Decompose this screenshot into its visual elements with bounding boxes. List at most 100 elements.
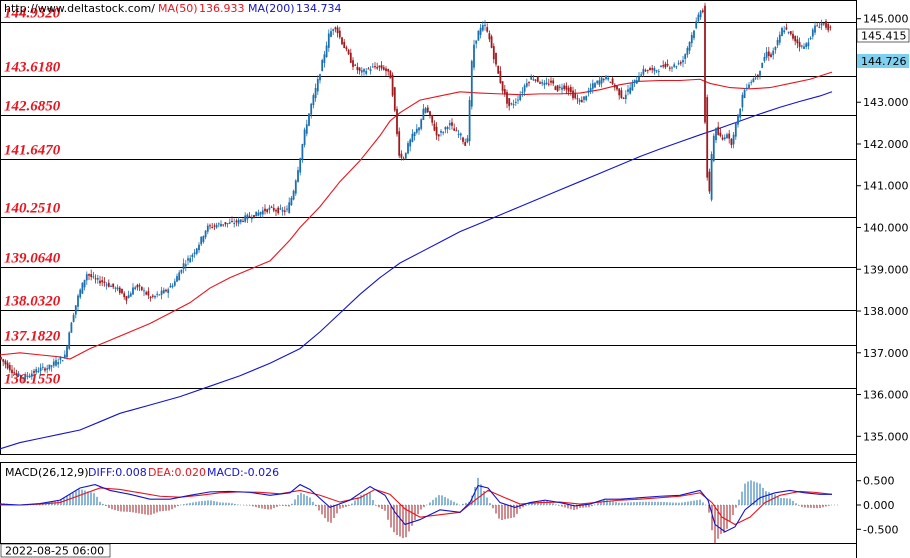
candle-body bbox=[587, 90, 590, 93]
candle-body bbox=[374, 66, 376, 68]
candle-body bbox=[2, 359, 5, 362]
candle-body bbox=[796, 39, 799, 44]
candle-body bbox=[684, 54, 687, 60]
candle-body bbox=[761, 62, 764, 68]
candle-body bbox=[224, 222, 227, 225]
candle-body bbox=[305, 124, 308, 134]
candle-body bbox=[277, 207, 280, 214]
ma50-polyline bbox=[0, 71, 833, 360]
candle-body bbox=[46, 368, 49, 370]
candle-body bbox=[686, 47, 689, 55]
candle-body bbox=[220, 223, 222, 227]
candle-body bbox=[569, 86, 572, 93]
candle-body bbox=[37, 370, 40, 373]
candle-body bbox=[512, 104, 515, 106]
candle-body bbox=[15, 373, 18, 375]
candle-body bbox=[635, 80, 638, 84]
candle-body bbox=[673, 64, 676, 67]
candle-body bbox=[574, 93, 577, 99]
candle-body bbox=[464, 142, 467, 146]
candle-body bbox=[39, 367, 42, 372]
candle-body bbox=[402, 158, 405, 160]
candle-body bbox=[629, 87, 632, 94]
candle-body bbox=[440, 131, 442, 133]
candle-body bbox=[261, 210, 264, 215]
candle-body bbox=[613, 84, 616, 88]
candle-body bbox=[253, 215, 255, 218]
candle-body bbox=[455, 130, 458, 132]
candle-body bbox=[290, 197, 293, 206]
level-lines: 144.9320 143.6180 142.6850 141.6470 140.2510… bbox=[0, 6, 856, 389]
candle-body bbox=[349, 52, 352, 63]
candle-body bbox=[321, 60, 324, 72]
candle-body bbox=[264, 208, 266, 212]
candle-body bbox=[662, 65, 665, 67]
candle-body bbox=[367, 68, 370, 70]
candle-body bbox=[726, 134, 728, 139]
candle-body bbox=[96, 278, 99, 280]
candle-body bbox=[668, 67, 671, 69]
candle-body bbox=[382, 67, 385, 70]
candle-body bbox=[457, 133, 460, 135]
candle-body bbox=[204, 230, 207, 238]
candle-body bbox=[116, 287, 119, 290]
candle-body bbox=[446, 127, 449, 130]
candle-body bbox=[737, 114, 739, 125]
candle-body bbox=[745, 87, 748, 89]
candle-body bbox=[523, 85, 526, 92]
candle-body bbox=[602, 79, 605, 81]
candle-body bbox=[231, 220, 233, 222]
candle-body bbox=[644, 70, 647, 72]
price-tick-label: 137.000 bbox=[863, 347, 909, 360]
candle-body bbox=[103, 281, 106, 283]
candle-body bbox=[147, 291, 150, 296]
candle-body bbox=[565, 85, 568, 90]
candle-body bbox=[734, 122, 737, 137]
candle-body bbox=[671, 67, 673, 69]
candle-body bbox=[63, 354, 66, 359]
candle-body bbox=[281, 209, 284, 212]
candle-body bbox=[396, 108, 398, 135]
candle-body bbox=[620, 90, 623, 98]
candle-body bbox=[77, 295, 79, 307]
candle-body bbox=[499, 70, 502, 84]
candle-body bbox=[816, 25, 819, 27]
candle-body bbox=[743, 90, 746, 99]
candle-body bbox=[607, 77, 610, 80]
candle-body bbox=[708, 171, 711, 192]
level-label: 143.6180 bbox=[4, 60, 61, 76]
candle-body bbox=[723, 137, 726, 140]
candle-body bbox=[591, 83, 594, 89]
candle-body bbox=[24, 374, 27, 380]
candle-body bbox=[156, 293, 159, 295]
candle-body bbox=[209, 225, 211, 227]
candle-body bbox=[633, 79, 636, 83]
candle-body bbox=[92, 276, 95, 278]
candle-body bbox=[99, 280, 101, 284]
candle-body bbox=[213, 225, 216, 227]
candle-body bbox=[448, 123, 451, 126]
candle-body bbox=[409, 139, 412, 147]
candle-body bbox=[385, 68, 387, 72]
candle-body bbox=[391, 74, 394, 96]
candle-body bbox=[695, 21, 698, 29]
candle-body bbox=[8, 364, 11, 371]
candle-body bbox=[365, 70, 368, 74]
candle-body bbox=[710, 153, 713, 200]
candle-body bbox=[756, 74, 759, 77]
candle-body bbox=[497, 65, 500, 74]
candle-body bbox=[809, 37, 812, 39]
candle-body bbox=[28, 375, 31, 378]
candle-body bbox=[638, 76, 640, 82]
candle-body bbox=[805, 43, 808, 48]
candle-body bbox=[363, 69, 365, 72]
candle-body bbox=[206, 225, 209, 232]
candle-body bbox=[558, 86, 561, 89]
candle-body bbox=[136, 284, 139, 288]
candle-body bbox=[248, 216, 251, 218]
price-tick-label: 140.000 bbox=[863, 222, 909, 235]
candle-body bbox=[594, 83, 596, 88]
date-box bbox=[0, 543, 111, 558]
candle-body bbox=[121, 288, 123, 294]
